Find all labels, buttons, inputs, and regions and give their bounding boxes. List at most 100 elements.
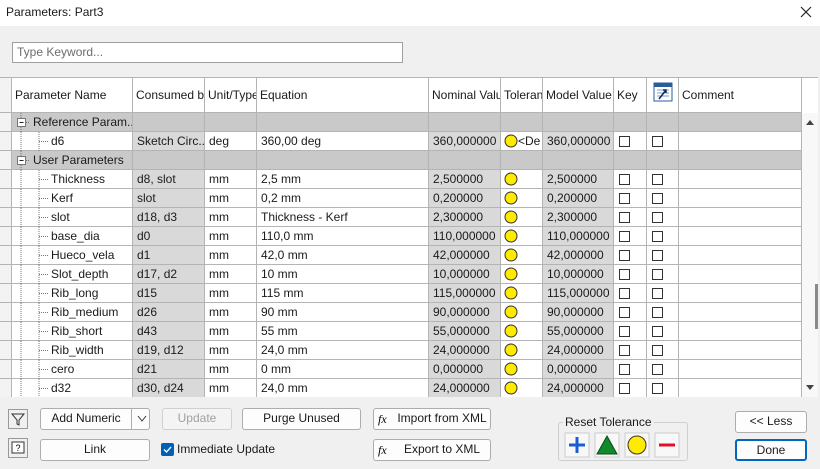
group-cell (679, 113, 802, 132)
key-checkbox[interactable] (619, 174, 630, 185)
tolerance-cell (501, 227, 543, 246)
equation-cell: 90 mm (257, 303, 429, 322)
update-button[interactable]: Update (162, 408, 232, 430)
close-button[interactable] (799, 5, 813, 19)
svg-text:fx: fx (378, 443, 387, 457)
less-button[interactable]: << Less (735, 411, 807, 433)
tolerance-circle (504, 172, 518, 186)
export-xml-label[interactable]: Export to XML (403, 442, 481, 456)
export-checkbox[interactable] (652, 193, 663, 204)
tolerance-cell: <De (501, 132, 543, 151)
nominal-cell: 2,500000 (429, 170, 501, 189)
export-cell (647, 341, 679, 360)
export-checkbox[interactable] (652, 345, 663, 356)
link-button[interactable]: Link (40, 439, 150, 461)
export-cell (647, 246, 679, 265)
import-xml-label[interactable]: Import from XML (397, 411, 487, 425)
export-checkbox[interactable] (652, 364, 663, 375)
immediate-update-label[interactable]: Immediate Update (177, 442, 276, 456)
help-icon[interactable]: ? (8, 438, 28, 458)
row-selector (0, 208, 12, 227)
export-checkbox[interactable] (652, 250, 663, 261)
tolerance-circle (504, 362, 518, 376)
key-checkbox[interactable] (619, 250, 630, 261)
group-cell (614, 113, 647, 132)
row-selector (0, 303, 12, 322)
tree-lines (17, 113, 30, 132)
row-selector (0, 132, 12, 151)
nominal-cell: 24,000000 (429, 379, 501, 397)
key-checkbox[interactable] (619, 288, 630, 299)
group-cell (543, 113, 614, 132)
comment-cell (679, 379, 802, 397)
scrollbar (802, 113, 818, 397)
lower-tolerance[interactable] (654, 432, 680, 458)
dropdown-arrow[interactable] (137, 415, 147, 423)
key-checkbox[interactable] (619, 307, 630, 318)
equation-cell: 2,5 mm (257, 170, 429, 189)
group-cell (501, 151, 543, 170)
export-checkbox[interactable] (652, 174, 663, 185)
consumed-by-cell: d0 (133, 227, 205, 246)
median-tolerance[interactable] (624, 432, 650, 458)
key-checkbox[interactable] (619, 269, 630, 280)
tolerance-circle (504, 210, 518, 224)
import-xml-button[interactable]: fx Import from XML (373, 408, 491, 430)
tolerance-indicator (504, 191, 518, 205)
export-checkbox[interactable] (652, 136, 663, 147)
key-checkbox[interactable] (619, 212, 630, 223)
export-checkbox[interactable] (652, 269, 663, 280)
consumed-by-cell: d43 (133, 322, 205, 341)
row-selector (0, 227, 12, 246)
tolerance-cell (501, 265, 543, 284)
tolerance-cell (501, 189, 543, 208)
name-cell: d6 (12, 132, 133, 151)
key-checkbox[interactable] (619, 136, 630, 147)
export-cell (647, 265, 679, 284)
scroll-thumb (815, 284, 818, 329)
key-checkbox[interactable] (619, 383, 630, 394)
unit-cell: mm (205, 189, 257, 208)
group-cell (257, 113, 429, 132)
add-numeric-label[interactable]: Add Numeric (41, 409, 132, 429)
tolerance-cell (501, 322, 543, 341)
key-checkbox[interactable] (619, 193, 630, 204)
nominal-cell: 90,000000 (429, 303, 501, 322)
export-checkbox[interactable] (652, 307, 663, 318)
add-numeric-button[interactable]: Add Numeric (40, 408, 150, 430)
comment-cell (679, 322, 802, 341)
model-cell: 24,000000 (543, 341, 614, 360)
name-cell: Hueco_vela (12, 246, 133, 265)
tree-lines (20, 170, 49, 189)
model-cell: 115,000000 (543, 284, 614, 303)
search-box[interactable]: Type Keyword... (12, 42, 403, 63)
upper-tolerance[interactable] (564, 432, 590, 458)
key-checkbox[interactable] (619, 231, 630, 242)
unit-cell: mm (205, 227, 257, 246)
export-checkbox[interactable] (652, 288, 663, 299)
export-cell (647, 303, 679, 322)
export-xml-button[interactable]: fx Export to XML (373, 439, 491, 461)
export-checkbox[interactable] (652, 231, 663, 242)
tolerance-cell (501, 360, 543, 379)
reset-tolerance-icons (564, 432, 680, 458)
filter-icon[interactable] (8, 409, 28, 429)
done-button[interactable]: Done (735, 439, 807, 461)
key-checkbox[interactable] (619, 345, 630, 356)
tolerance-indicator (504, 305, 518, 319)
key-checkbox[interactable] (619, 364, 630, 375)
export-checkbox[interactable] (652, 212, 663, 223)
equation-cell: 24,0 mm (257, 341, 429, 360)
export-checkbox[interactable] (652, 326, 663, 337)
export-checkbox[interactable] (652, 383, 663, 394)
group-cell (257, 151, 429, 170)
group-cell (647, 113, 679, 132)
key-cell (614, 341, 647, 360)
purge-unused-button[interactable]: Purge Unused (242, 408, 361, 430)
svg-text:fx: fx (378, 412, 387, 426)
model-cell: 42,000000 (543, 246, 614, 265)
nominal-tolerance-up[interactable] (594, 432, 620, 458)
immediate-update-checkbox[interactable] (161, 443, 174, 456)
key-checkbox[interactable] (619, 326, 630, 337)
tree-lines (20, 341, 49, 360)
